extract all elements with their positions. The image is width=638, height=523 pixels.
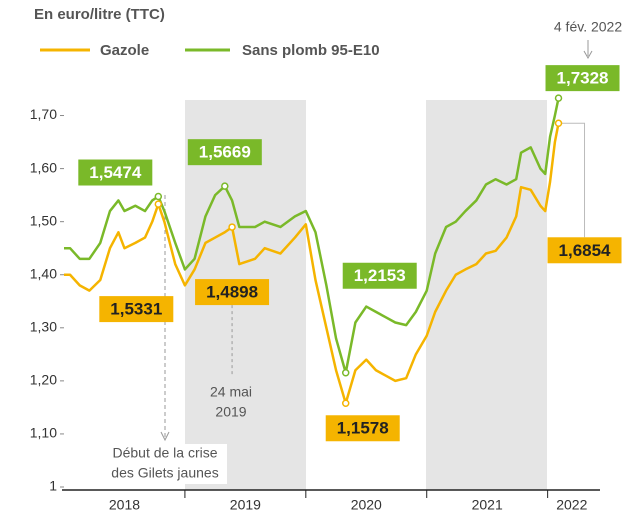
y-tick-label: 1,30 bbox=[30, 319, 57, 335]
y-tick-label: 1,10 bbox=[30, 425, 57, 441]
point bbox=[221, 182, 229, 190]
point bbox=[341, 368, 350, 377]
x-tick-label: 2021 bbox=[472, 497, 503, 513]
value-label-box bbox=[187, 139, 262, 166]
annotation-arrow bbox=[583, 50, 593, 60]
x-tick-label: 2018 bbox=[109, 497, 140, 513]
annotation: des Gilets jaunes bbox=[111, 465, 218, 481]
point bbox=[554, 94, 563, 102]
value-label: 1,4898 bbox=[206, 283, 258, 302]
value-label-box bbox=[195, 279, 270, 306]
x-tick-label: 2019 bbox=[230, 497, 261, 513]
annotation: 2019 bbox=[215, 404, 246, 420]
legend-label: Sans plomb 95-E10 bbox=[242, 42, 380, 59]
annotation: 4 fév. 2022 bbox=[554, 19, 622, 35]
value-label-box bbox=[545, 65, 620, 92]
y-tick-label: 1,40 bbox=[30, 265, 57, 281]
value-label-box bbox=[325, 415, 400, 442]
point bbox=[341, 399, 350, 408]
value-label: 1,1578 bbox=[337, 419, 389, 438]
point bbox=[154, 192, 163, 201]
chart-title: En euro/litre (TTC) bbox=[34, 6, 165, 23]
x-tick-label: 2022 bbox=[556, 497, 587, 513]
x-tick-label: 2020 bbox=[351, 497, 382, 513]
y-tick-label: 1,50 bbox=[30, 212, 57, 228]
value-label-box bbox=[547, 237, 622, 264]
value-label: 1,5669 bbox=[199, 143, 251, 162]
connector bbox=[558, 122, 586, 238]
value-label: 1,7328 bbox=[557, 69, 609, 88]
value-label: 1,2153 bbox=[354, 266, 406, 285]
point bbox=[228, 223, 236, 231]
annotation-bg bbox=[103, 464, 227, 484]
series-line bbox=[64, 97, 560, 374]
annotation: 24 mai bbox=[210, 384, 252, 400]
point bbox=[154, 200, 163, 208]
value-label-box bbox=[78, 159, 153, 186]
y-tick-label: 1,70 bbox=[30, 106, 57, 122]
point bbox=[554, 119, 563, 128]
value-label: 1,6854 bbox=[559, 241, 612, 260]
legend-label: Gazole bbox=[100, 42, 149, 59]
annotation: Début de la crise bbox=[112, 445, 217, 461]
annotation-arrow bbox=[160, 431, 170, 442]
y-tick-label: 1,60 bbox=[30, 159, 57, 175]
year-shade bbox=[426, 100, 547, 490]
series-line bbox=[64, 123, 560, 405]
annotation-bg bbox=[103, 444, 227, 464]
value-label: 1,5331 bbox=[110, 300, 162, 319]
y-tick-label: 1 bbox=[49, 478, 57, 494]
y-tick-label: 1,20 bbox=[30, 372, 57, 388]
value-label-box bbox=[342, 262, 417, 289]
value-label-box bbox=[99, 296, 174, 323]
value-label: 1,5474 bbox=[89, 163, 142, 182]
